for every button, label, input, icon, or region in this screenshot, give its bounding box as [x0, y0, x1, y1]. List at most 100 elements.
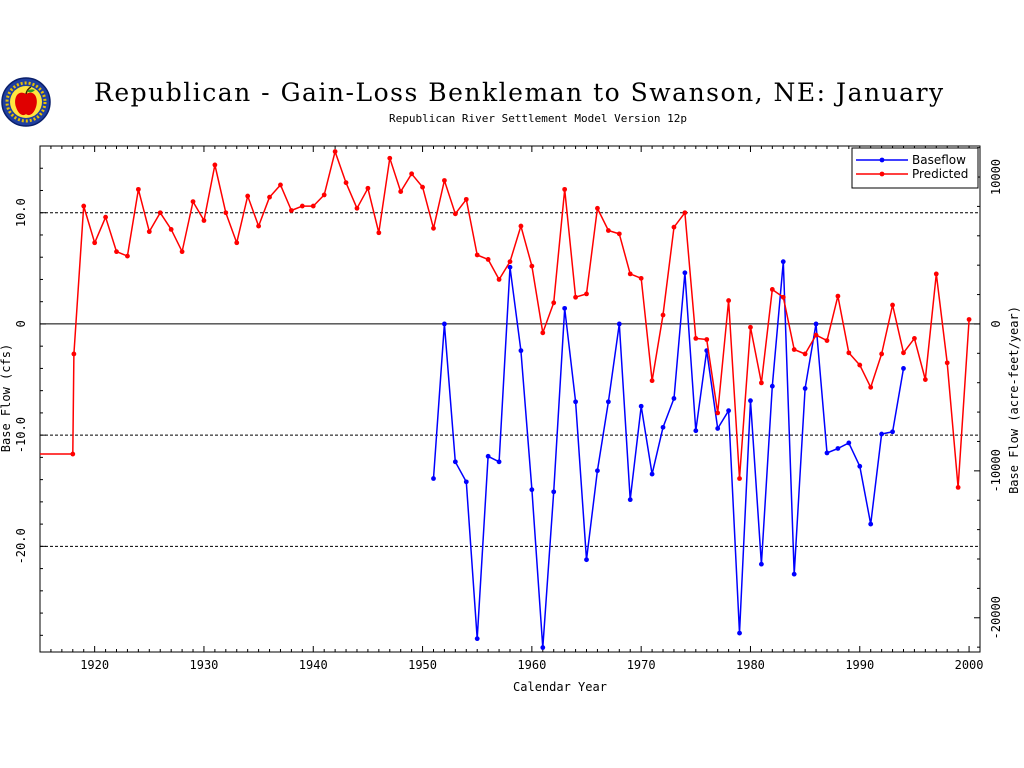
- data-point-baseflow: [835, 446, 841, 451]
- data-point-predicted: [813, 332, 819, 338]
- data-point-predicted: [496, 277, 502, 282]
- data-point-predicted: [835, 293, 841, 299]
- data-point-baseflow: [857, 463, 863, 469]
- data-point-baseflow: [726, 408, 732, 414]
- data-point-predicted: [824, 338, 830, 344]
- data-point-predicted: [595, 205, 600, 211]
- apple-seal-icon: [1, 77, 51, 127]
- data-point-predicted: [354, 205, 360, 211]
- data-point-predicted: [431, 225, 436, 231]
- data-point-baseflow: [693, 428, 699, 434]
- data-point-baseflow: [442, 321, 447, 327]
- data-point-baseflow: [868, 521, 874, 527]
- data-point-predicted: [157, 210, 163, 216]
- data-point-baseflow: [715, 426, 721, 431]
- data-point-predicted: [879, 351, 885, 357]
- x-axis-title: Calendar Year: [513, 680, 607, 694]
- data-point-predicted: [343, 180, 349, 186]
- data-point-baseflow: [649, 471, 655, 477]
- plot-frame: [39, 145, 981, 653]
- data-point-baseflow: [660, 424, 666, 430]
- data-point-predicted: [791, 347, 797, 352]
- data-point-predicted: [234, 240, 240, 246]
- data-point-predicted: [638, 275, 644, 281]
- data-point-baseflow: [813, 321, 819, 327]
- axis-ticks: 1920 1930 1940 1950 1960 1970 1980 1990 2000 -20.…: [14, 146, 1003, 672]
- data-point-predicted: [649, 378, 655, 384]
- data-point-baseflow: [573, 399, 578, 405]
- data-point-predicted: [901, 350, 906, 356]
- y2-tick-label: -20000: [989, 596, 1003, 639]
- data-point-baseflow: [627, 497, 633, 503]
- series-predicted: [40, 149, 972, 490]
- data-point-predicted: [671, 224, 677, 230]
- y-tick-label: 0: [14, 320, 28, 327]
- data-point-predicted: [168, 227, 174, 232]
- data-point-predicted: [748, 324, 753, 330]
- data-point-baseflow: [463, 479, 469, 485]
- data-point-predicted: [398, 189, 404, 194]
- data-point-baseflow: [562, 305, 568, 311]
- data-point-predicted: [92, 240, 98, 246]
- data-point-baseflow: [551, 489, 557, 495]
- data-point-predicted: [868, 384, 874, 390]
- data-point-baseflow: [518, 348, 524, 354]
- data-point-predicted: [933, 271, 939, 277]
- data-point-predicted: [114, 249, 119, 255]
- chart-subtitle: Republican River Settlement Model Versio…: [388, 112, 687, 125]
- data-point-baseflow: [529, 487, 535, 493]
- data-point-predicted: [540, 330, 546, 336]
- data-point-predicted: [223, 210, 229, 216]
- y2-tick-label: 10000: [989, 159, 1003, 195]
- y2-tick-label: -10000: [989, 449, 1003, 492]
- data-point-predicted: [693, 335, 699, 341]
- legend-label: Predicted: [912, 167, 968, 181]
- data-point-predicted: [758, 380, 764, 386]
- data-point-predicted: [605, 228, 611, 233]
- data-point-predicted: [704, 337, 710, 342]
- data-point-baseflow: [737, 630, 742, 636]
- data-point-predicted: [485, 257, 491, 262]
- data-point-baseflow: [824, 450, 830, 456]
- data-point-predicted: [299, 203, 305, 209]
- y2-axis-title: Base Flow (acre-feet/year): [1007, 306, 1021, 494]
- series-baseflow: [431, 259, 906, 650]
- data-point-predicted: [551, 300, 557, 306]
- legend-swatch-marker: [879, 171, 885, 177]
- data-point-predicted: [135, 186, 141, 192]
- data-point-predicted: [573, 294, 578, 300]
- data-point-baseflow: [616, 321, 622, 327]
- data-point-baseflow: [584, 557, 589, 563]
- data-point-predicted: [256, 223, 262, 229]
- data-point-baseflow: [748, 398, 753, 404]
- data-point-baseflow: [507, 264, 513, 270]
- data-point-predicted: [452, 211, 458, 217]
- data-point-predicted: [529, 263, 535, 269]
- data-point-predicted: [616, 231, 622, 237]
- series-line-predicted: [40, 150, 970, 489]
- y2-tick-label: 0: [989, 320, 1003, 327]
- data-point-predicted: [944, 360, 950, 366]
- chart-title: Republican - Gain-Loss Benkleman to Swan…: [94, 78, 945, 107]
- data-point-predicted: [146, 229, 152, 235]
- data-point-baseflow: [802, 386, 808, 391]
- data-point-predicted: [376, 230, 382, 236]
- data-point-predicted: [627, 271, 633, 277]
- data-point-predicted: [267, 194, 272, 200]
- data-point-predicted: [802, 351, 808, 357]
- x-tick-label: 1970: [627, 658, 656, 672]
- data-point-predicted: [737, 476, 742, 481]
- data-point-baseflow: [890, 429, 895, 435]
- data-point-predicted: [857, 362, 863, 368]
- data-point-predicted: [474, 252, 480, 258]
- x-tick-label: 1950: [408, 658, 437, 672]
- data-point-predicted: [321, 192, 327, 198]
- x-tick-label: 1920: [80, 658, 109, 672]
- data-point-predicted: [365, 185, 371, 191]
- data-point-predicted: [780, 294, 786, 300]
- data-point-baseflow: [431, 476, 436, 481]
- data-point-predicted: [212, 162, 218, 168]
- y-tick-label: -20.0: [14, 528, 28, 564]
